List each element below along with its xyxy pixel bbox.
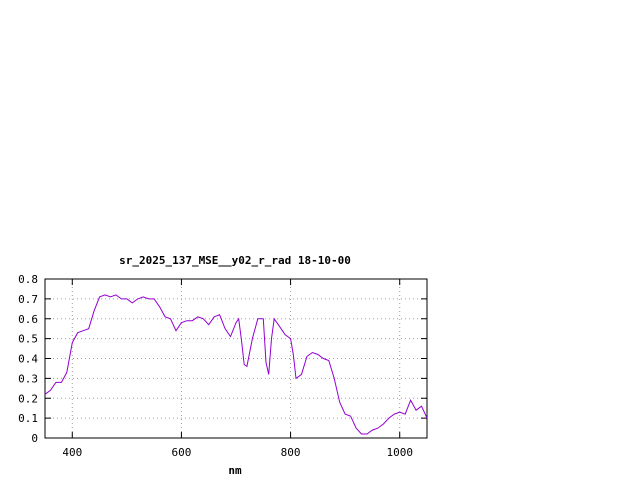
chart-title: sr_2025_137_MSE__y02_r_rad 18-10-00 bbox=[119, 254, 351, 267]
x-tick-label: 1000 bbox=[386, 446, 413, 459]
grid-lines bbox=[45, 279, 427, 438]
plot-frame bbox=[44, 278, 428, 439]
series-layer bbox=[44, 294, 428, 435]
y-tick-label: 0.7 bbox=[18, 293, 38, 306]
x-tick-label: 400 bbox=[62, 446, 82, 459]
y-tick-label: 0.3 bbox=[18, 372, 38, 385]
x-axis-label: nm bbox=[228, 464, 242, 477]
axes: 0 0.1 0.2 0.3 0.4 0.5 0.6 0.7 0.8 400 600 800 1000 bbox=[18, 273, 428, 459]
y-tick-label: 0.4 bbox=[18, 353, 38, 366]
y-tick-label: 0.6 bbox=[18, 313, 38, 326]
y-tick-label: 0.1 bbox=[18, 412, 38, 425]
series-line bbox=[44, 294, 428, 435]
x-tick-label: 800 bbox=[281, 446, 301, 459]
y-tick-label: 0.2 bbox=[18, 392, 38, 405]
y-tick-label: 0 bbox=[31, 432, 38, 445]
y-tick-label: 0.5 bbox=[18, 333, 38, 346]
x-tick-label: 600 bbox=[171, 446, 191, 459]
y-tick-label: 0.8 bbox=[18, 273, 38, 286]
